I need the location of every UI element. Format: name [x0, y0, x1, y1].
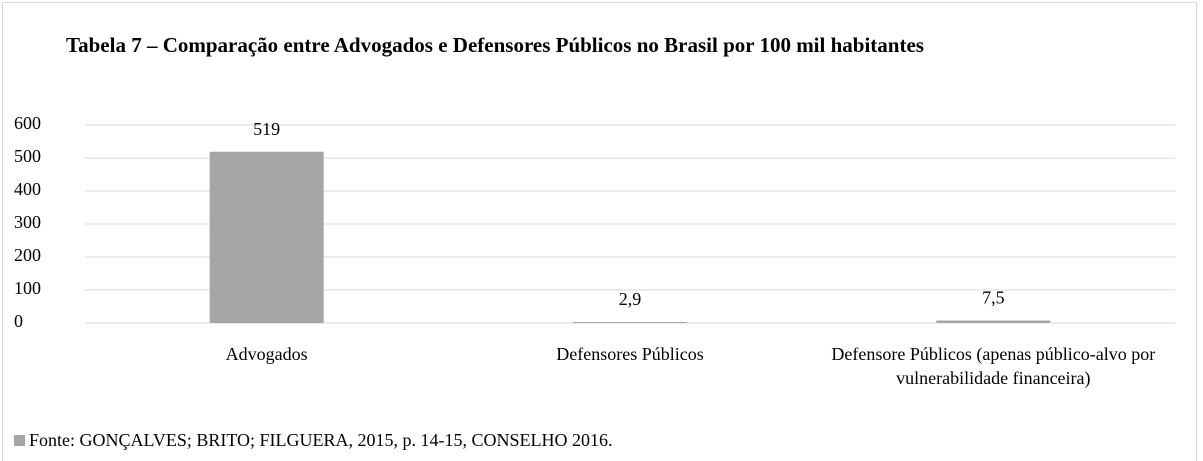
legend-label: Fonte: GONÇALVES; BRITO; FILGUERA, 2015,… — [29, 430, 613, 450]
legend-swatch — [14, 435, 25, 446]
y-tick-label: 100 — [14, 278, 41, 298]
bar — [573, 322, 687, 323]
y-tick-label: 200 — [14, 245, 41, 265]
value-label: 2,9 — [619, 289, 642, 309]
x-tick-label: Defensore Públicos (apenas público-alvo … — [831, 344, 1156, 388]
value-label: 7,5 — [982, 288, 1005, 308]
legend: Fonte: GONÇALVES; BRITO; FILGUERA, 2015,… — [14, 430, 613, 451]
y-tick-label: 400 — [14, 179, 41, 199]
value-label: 519 — [253, 119, 280, 139]
chart-title: Tabela 7 – Comparação entre Advogados e … — [66, 33, 924, 57]
y-tick-label: 300 — [14, 212, 41, 232]
y-tick-label: 0 — [14, 311, 23, 331]
y-tick-label: 500 — [14, 146, 41, 166]
bar — [936, 320, 1051, 323]
y-tick-label: 600 — [14, 113, 41, 133]
x-tick-label: Advogados — [225, 344, 308, 364]
x-tick-label: Defensores Públicos — [556, 344, 704, 364]
bar — [209, 151, 324, 323]
